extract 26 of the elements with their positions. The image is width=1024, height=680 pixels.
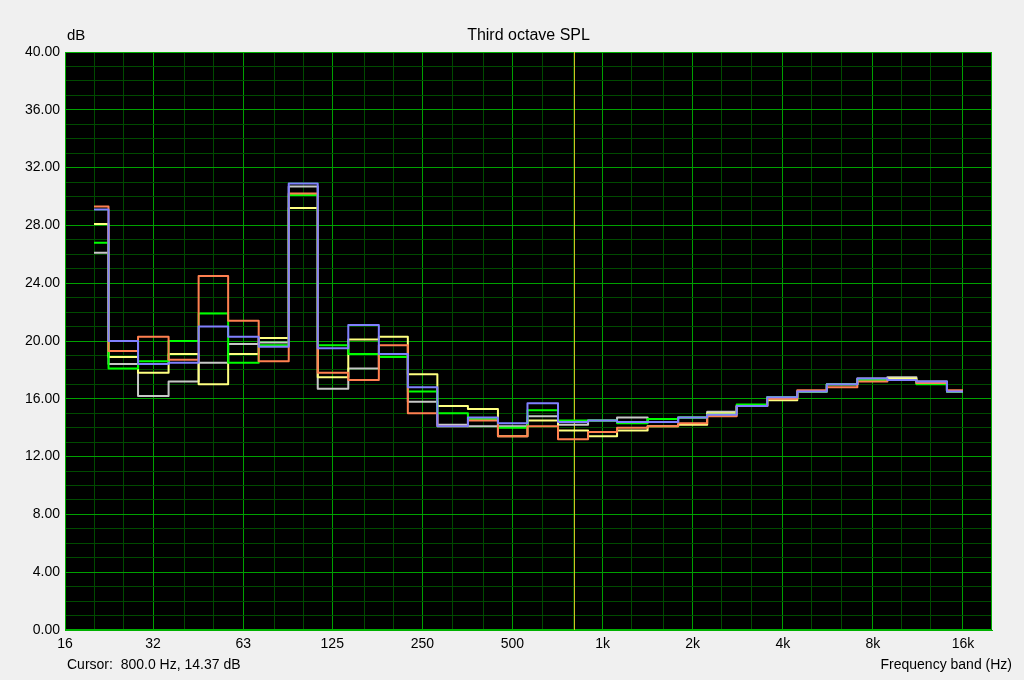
x-tick-label: 2k bbox=[685, 635, 702, 652]
x-tick-label: 8k bbox=[865, 635, 882, 652]
x-tick-label: 63 bbox=[235, 635, 252, 652]
y-tick-label: 24.00 bbox=[24, 274, 61, 291]
y-tick-label: 16.00 bbox=[24, 389, 61, 406]
y-tick-label: 28.00 bbox=[24, 216, 61, 233]
x-tick-label: 500 bbox=[500, 635, 525, 652]
y-tick-label: 40.00 bbox=[24, 42, 61, 59]
y-tick-label: 4.00 bbox=[32, 563, 61, 580]
y-tick-label: 36.00 bbox=[24, 100, 61, 117]
y-tick-label: 0.00 bbox=[32, 620, 61, 637]
x-tick-label: 16k bbox=[951, 635, 976, 652]
y-tick-label: 12.00 bbox=[24, 447, 61, 464]
x-tick-label: 32 bbox=[145, 635, 162, 652]
x-tick-label: 4k bbox=[775, 635, 792, 652]
y-tick-label: 8.00 bbox=[32, 505, 61, 522]
x-axis-title: Frequency band (Hz) bbox=[880, 655, 1012, 672]
x-tick-label: 250 bbox=[410, 635, 435, 652]
text: Cursor: 800.0 Hz, 14.37 dB bbox=[67, 655, 241, 672]
y-tick-label: 32.00 bbox=[24, 158, 61, 175]
y-axis-title: dB bbox=[67, 26, 86, 44]
chart-title: Third octave SPL bbox=[467, 26, 590, 44]
x-tick-label: 1k bbox=[595, 635, 611, 652]
y-tick-label: 20.00 bbox=[24, 331, 61, 348]
x-tick-label: 16 bbox=[57, 635, 73, 652]
x-tick-label: 125 bbox=[320, 635, 345, 652]
